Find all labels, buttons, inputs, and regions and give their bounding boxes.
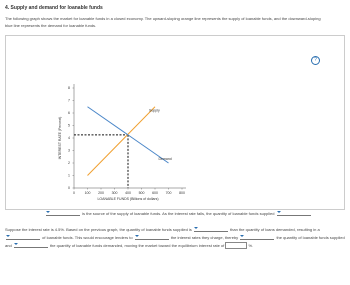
question-text: Suppose the interest rate is 4.5%. Based… bbox=[5, 227, 192, 232]
dropdown[interactable] bbox=[276, 211, 311, 217]
question-text: of loanable funds. This would encourage … bbox=[42, 235, 133, 240]
help-icon[interactable]: ? bbox=[311, 56, 320, 65]
question-text: than the quantity of loans demanded, res… bbox=[230, 227, 320, 232]
x-axis-label: LOANABLE FUNDS (Billions of dollars) bbox=[97, 197, 158, 201]
y-tick-label: 2 bbox=[68, 161, 70, 165]
series-line bbox=[87, 106, 156, 176]
dropdown[interactable] bbox=[134, 235, 169, 241]
x-tick-label: 600 bbox=[152, 191, 158, 195]
y-tick-label: 4 bbox=[68, 136, 70, 140]
text-input[interactable] bbox=[225, 242, 248, 250]
y-axis-label: INTEREST RATE (Percent) bbox=[58, 117, 62, 160]
x-tick-label: 100 bbox=[85, 191, 91, 195]
y-tick-label: 6 bbox=[68, 111, 70, 115]
y-tick-label: 3 bbox=[68, 148, 70, 152]
intro-text: The following graph shows the market for… bbox=[5, 16, 321, 28]
dropdown[interactable] bbox=[240, 235, 275, 241]
series-label: Demand bbox=[159, 157, 172, 161]
graph-panel: ? 0 1 2 3 4 5 6 7 8 0 100 200 300 400 500 600 700 800 LOAN… bbox=[5, 35, 345, 210]
y-tick-label: 7 bbox=[68, 98, 70, 102]
question-text: the quantity of loanable funds demanded,… bbox=[49, 243, 225, 248]
x-tick-label: 300 bbox=[112, 191, 118, 195]
question-text: %. bbox=[248, 243, 254, 248]
dropdown[interactable] bbox=[6, 235, 40, 241]
question-text: the interest rates they charge, thereby bbox=[170, 235, 239, 240]
x-tick-label: 800 bbox=[179, 191, 185, 195]
series-line bbox=[87, 106, 169, 164]
question-text: is the source of the supply of loanable … bbox=[82, 211, 275, 216]
x-tick-label: 700 bbox=[166, 191, 172, 195]
dropdown[interactable] bbox=[13, 243, 48, 249]
x-tick-label: 0 bbox=[73, 191, 75, 195]
dropdown[interactable] bbox=[193, 227, 228, 233]
y-tick-label: 5 bbox=[68, 123, 70, 127]
y-tick-label: 8 bbox=[68, 86, 70, 90]
section-title: 4. Supply and demand for loanable funds bbox=[5, 5, 103, 11]
y-tick-label: 1 bbox=[68, 173, 70, 177]
x-tick-label: 200 bbox=[98, 191, 104, 195]
question-text: the quantity of loanable funds supplied … bbox=[5, 235, 345, 248]
question-1: is the source of the supply of loanable … bbox=[5, 210, 345, 218]
x-tick-label: 500 bbox=[139, 191, 145, 195]
dropdown[interactable] bbox=[46, 211, 80, 217]
y-tick-label: 0 bbox=[68, 186, 70, 190]
series-label: Supply bbox=[149, 109, 160, 113]
question-2: Suppose the interest rate is 4.5%. Based… bbox=[5, 226, 345, 250]
chart: 0 1 2 3 4 5 6 7 8 0 100 200 300 400 500 600 700 800 LOANAB… bbox=[58, 84, 186, 201]
x-tick-label: 400 bbox=[125, 191, 131, 195]
